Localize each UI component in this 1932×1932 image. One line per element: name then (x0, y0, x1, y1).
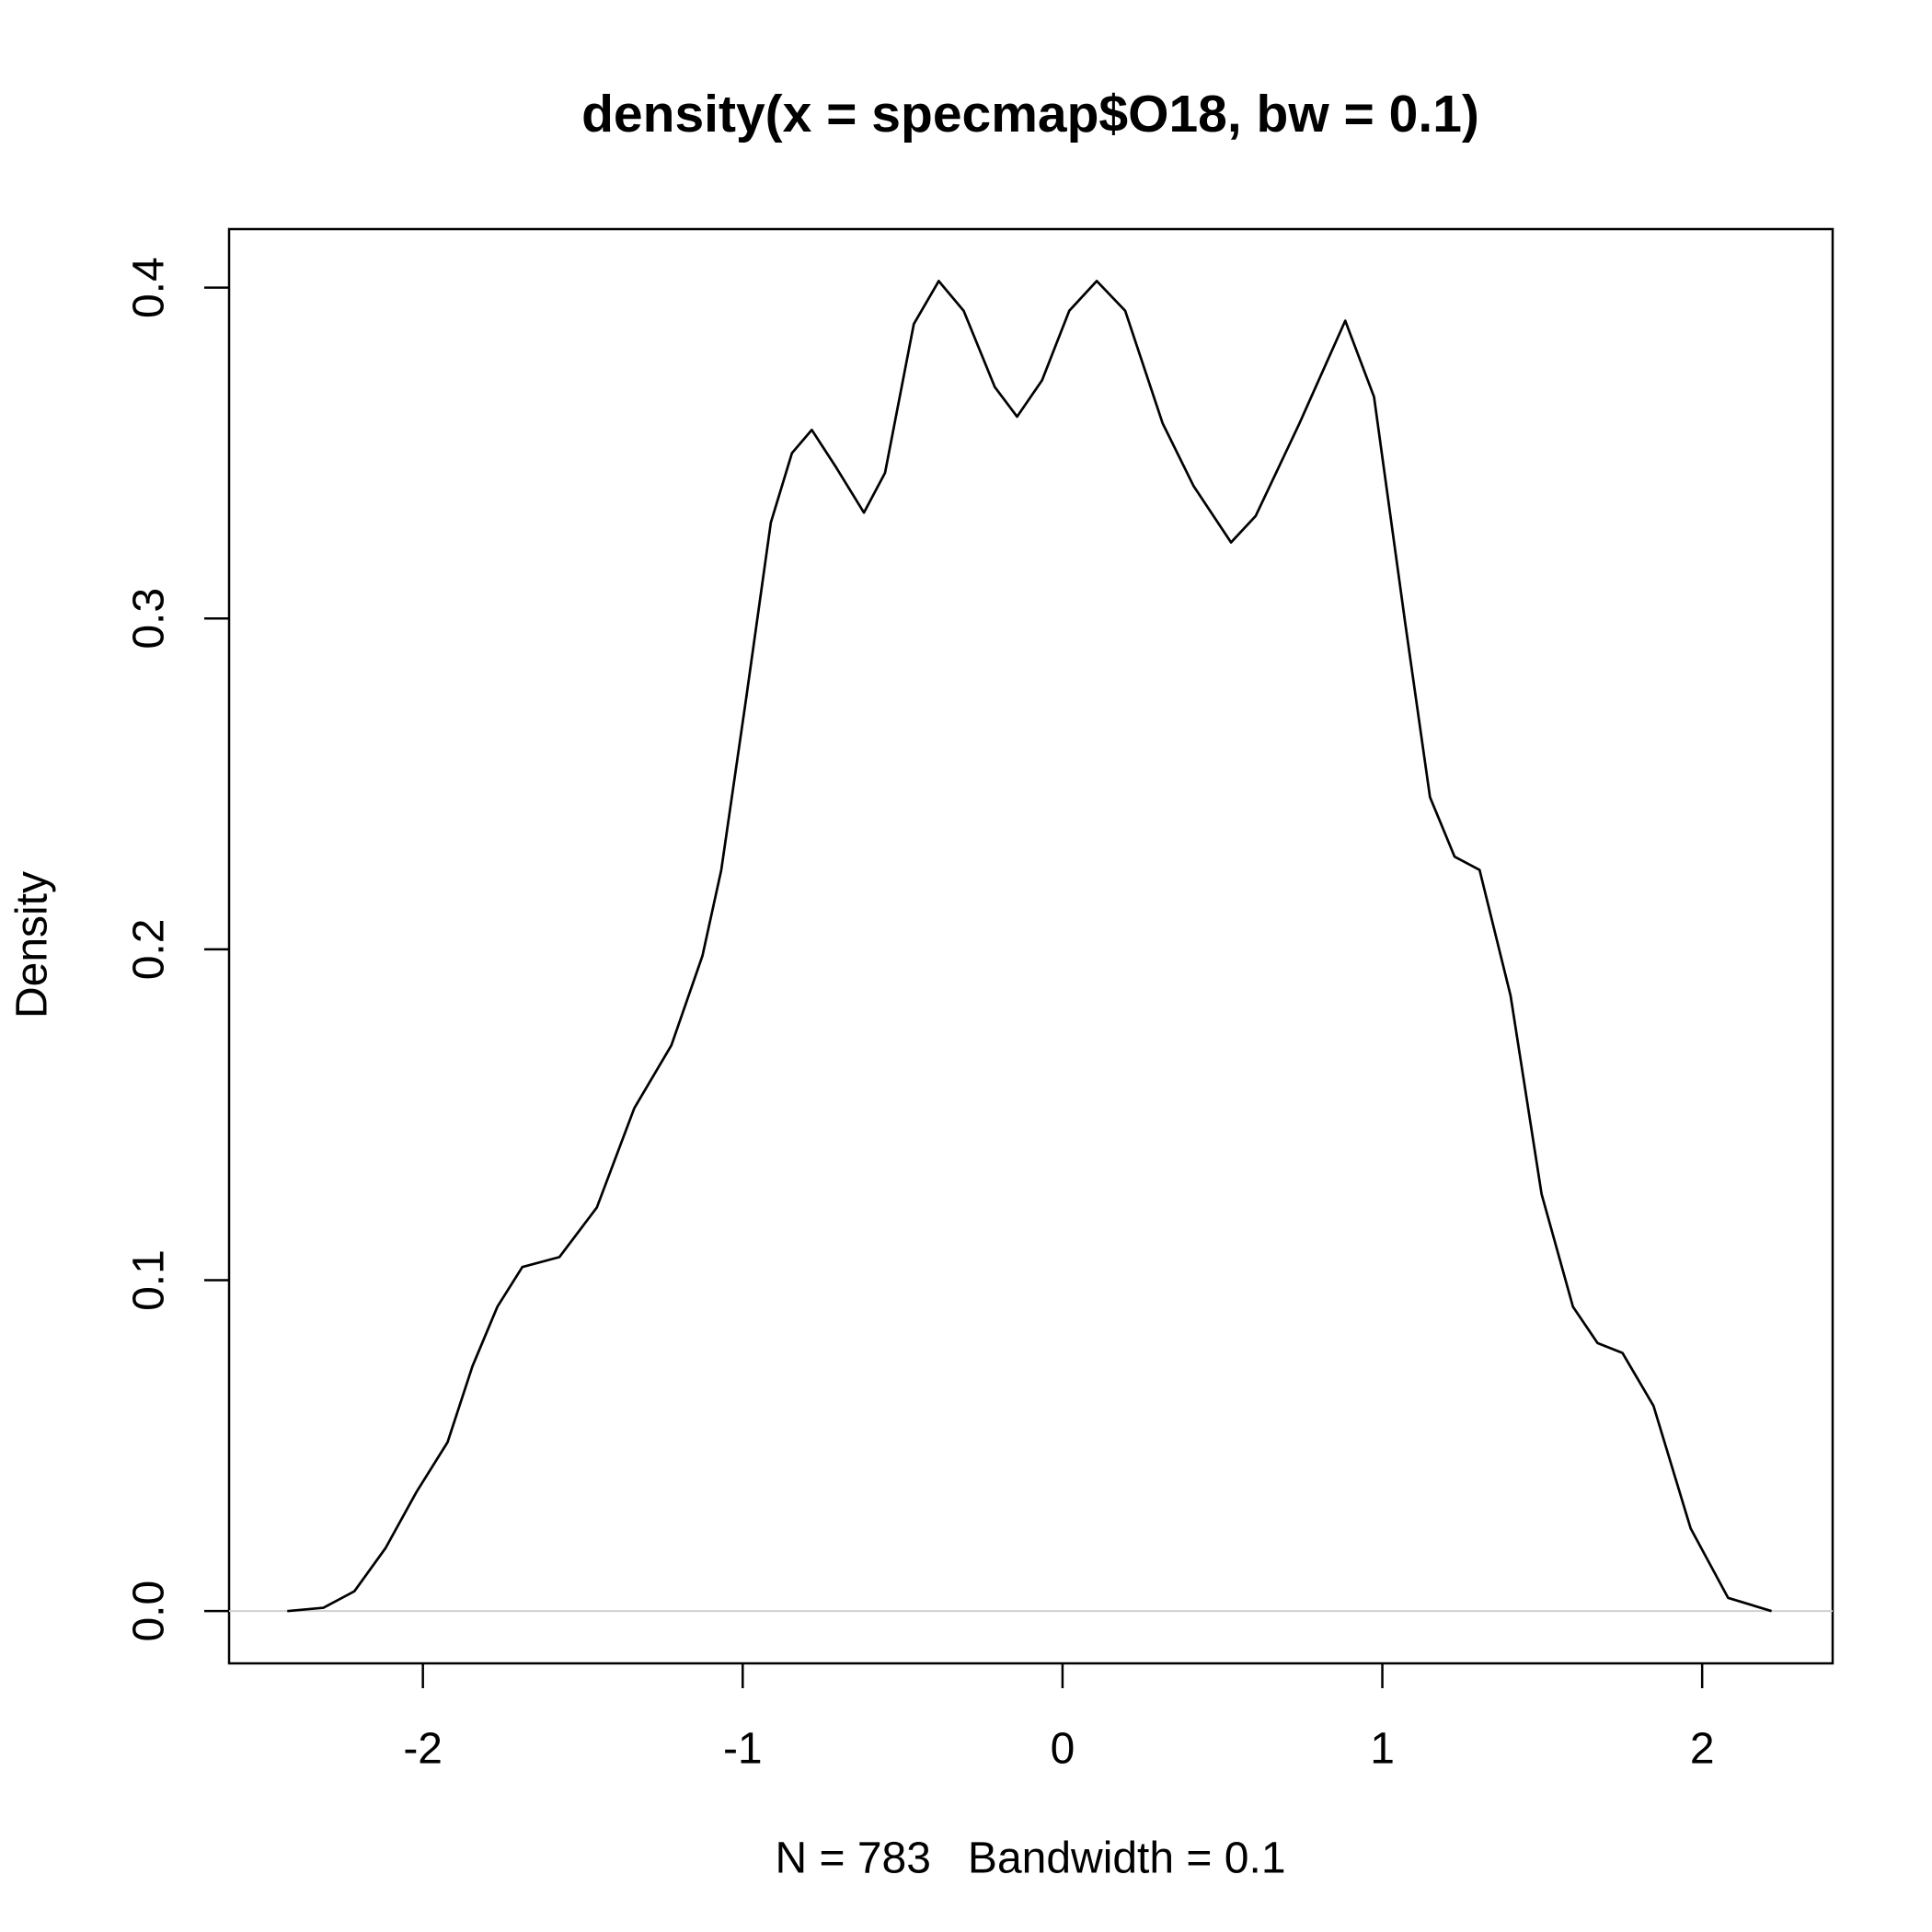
plot-frame (227, 227, 1834, 1665)
y-tick-label: 0.0 (125, 1581, 174, 1642)
y-tick-label: 0.1 (125, 1249, 174, 1311)
x-tick-label: 0 (1051, 1725, 1075, 1774)
x-tick-label: 1 (1370, 1725, 1395, 1774)
x-tick-label: 2 (1690, 1725, 1715, 1774)
density-line (287, 280, 1772, 1613)
y-axis-label: Density (8, 871, 57, 1018)
y-tick-label: 0.3 (125, 588, 174, 650)
x-tick-label: -2 (403, 1725, 443, 1774)
y-tick-label: 0.4 (125, 257, 174, 318)
x-axis-label: N = 783 Bandwidth = 0.1 (775, 1834, 1285, 1883)
chart-title: density(x = specmap$O18, bw = 0.1) (581, 85, 1479, 144)
x-tick-label: -1 (723, 1725, 763, 1774)
y-tick-label: 0.2 (125, 919, 174, 981)
